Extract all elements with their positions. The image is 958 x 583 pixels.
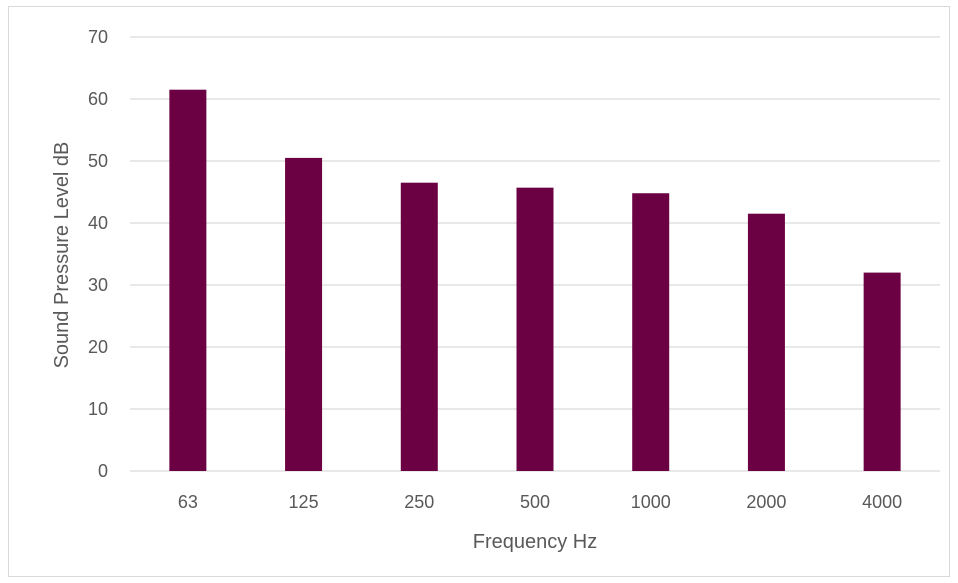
x-axis-title: Frequency Hz — [473, 531, 598, 553]
chart-frame — [8, 6, 950, 577]
bar-125 — [285, 157, 323, 471]
bar-1000 — [632, 193, 670, 472]
x-tick-label: 1000 — [631, 492, 671, 512]
y-tick-label: 50 — [88, 151, 108, 171]
bars — [169, 89, 901, 472]
bar-63 — [169, 89, 207, 471]
y-axis-title: Sound Pressure Level dB — [51, 142, 73, 369]
bar-250 — [400, 182, 438, 471]
y-tick-label: 0 — [98, 461, 108, 481]
x-tick-label: 125 — [289, 492, 319, 512]
y-tick-label: 70 — [88, 27, 108, 47]
x-tick-label: 63 — [178, 492, 198, 512]
y-tick-label: 60 — [88, 89, 108, 109]
x-tick-label: 4000 — [862, 492, 902, 512]
y-tick-label: 30 — [88, 275, 108, 295]
x-tick-labels: 63 125 250 500 1000 2000 4000 — [178, 492, 902, 512]
y-tick-label: 40 — [88, 213, 108, 233]
y-tick-label: 20 — [88, 337, 108, 357]
x-tick-label: 250 — [404, 492, 434, 512]
x-tick-label: 2000 — [746, 492, 786, 512]
bar-2000 — [747, 213, 785, 471]
y-tick-label: 10 — [88, 399, 108, 419]
bar-4000 — [863, 272, 901, 471]
x-tick-label: 500 — [520, 492, 550, 512]
bar-500 — [516, 187, 554, 471]
y-tick-labels: 0 10 20 30 40 50 60 70 — [88, 27, 108, 481]
